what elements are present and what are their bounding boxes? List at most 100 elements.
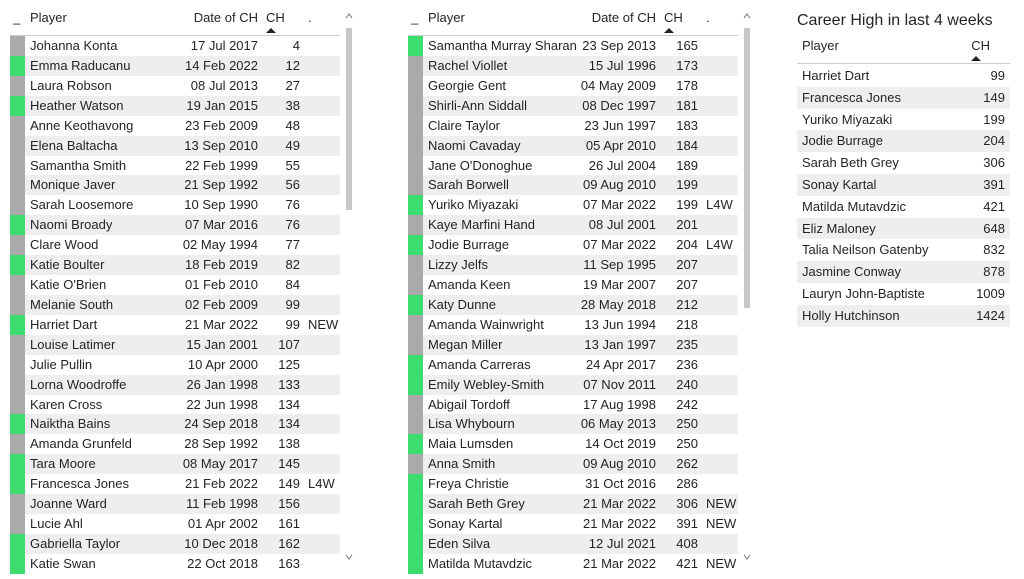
player-name: Anne Keothavong (30, 117, 134, 133)
player-name: Katie Boulter (30, 257, 105, 273)
player-name: Sonay Kartal (802, 177, 877, 192)
row-marker (408, 275, 423, 296)
career-high: 134 (278, 396, 300, 412)
date-of-ch: 14 Oct 2019 (585, 436, 656, 452)
player-name: Sarah Beth Grey (802, 155, 899, 171)
career-high: 27 (285, 77, 300, 93)
date-of-ch: 09 Aug 2010 (582, 456, 656, 472)
date-of-ch: 17 Aug 1998 (582, 396, 656, 412)
player-name: Georgie Gent (428, 77, 507, 93)
row-marker (408, 553, 423, 574)
career-high: 38 (285, 97, 300, 113)
row-marker (408, 95, 423, 116)
player-name: Emma Raducanu (30, 57, 131, 73)
player-name: Sarah Loosemore (30, 197, 134, 213)
career-high: 218 (676, 316, 698, 332)
row-marker (10, 275, 25, 296)
table-row (10, 553, 340, 574)
table-row (408, 374, 738, 395)
player-name: Claire Taylor (428, 117, 501, 133)
career-high: 82 (285, 257, 300, 273)
note: NEW (706, 496, 737, 512)
row-marker (10, 394, 25, 415)
career-high: 391 (983, 177, 1005, 192)
player-name: Sarah Beth Grey (428, 496, 525, 512)
date-of-ch: 19 Jan 2015 (186, 97, 258, 113)
date-of-ch: 15 Jul 1996 (588, 57, 656, 73)
career-high: 76 (285, 197, 300, 213)
row-marker (10, 553, 25, 574)
career-high: 306 (676, 496, 698, 512)
date-of-ch: 28 Sep 1992 (184, 436, 258, 452)
column-header: CH (971, 38, 990, 53)
date-of-ch: 18 Feb 2019 (184, 257, 258, 273)
date-of-ch: 21 Mar 2022 (583, 555, 656, 571)
player-name: Francesca Jones (802, 89, 901, 105)
date-of-ch: 13 Sep 2010 (184, 137, 258, 153)
table-row (408, 414, 738, 435)
career-high: 391 (676, 516, 698, 532)
career-high: 107 (278, 336, 300, 352)
player-name: Jodie Burrage (802, 133, 883, 149)
table-row (797, 108, 1010, 131)
career-high: 55 (285, 157, 300, 173)
career-high: 878 (983, 264, 1005, 280)
career-high: 149 (278, 476, 300, 492)
player-name: Yuriko Miyazaki (802, 111, 893, 127)
career-high: 648 (983, 220, 1005, 236)
player-name: Emily Webley-Smith (428, 376, 545, 392)
table-row (408, 534, 738, 554)
career-high: 77 (285, 237, 300, 253)
table-row (408, 55, 738, 76)
table-row (10, 235, 340, 256)
table-row (797, 152, 1010, 175)
player-name: Yuriko Miyazaki (428, 197, 519, 213)
note: NEW (706, 516, 737, 532)
career-high: 262 (676, 456, 698, 472)
date-of-ch: 08 Jul 2013 (190, 77, 258, 93)
table-row (10, 474, 340, 495)
row-marker (408, 394, 423, 415)
row-marker (408, 334, 423, 355)
player-name: Eden Silva (428, 536, 491, 551)
career-high: 421 (676, 555, 698, 571)
date-of-ch: 08 Jul 2001 (588, 217, 656, 233)
date-of-ch: 21 Mar 2022 (583, 496, 656, 512)
player-name: Lisa Whybourn (428, 416, 515, 432)
note: L4W (706, 237, 733, 253)
date-of-ch: 08 Dec 1997 (582, 97, 656, 113)
row-marker (10, 534, 25, 554)
date-of-ch: 07 Nov 2011 (583, 376, 656, 392)
career-high: 134 (278, 416, 300, 432)
table-row (10, 354, 340, 375)
row-marker (10, 374, 25, 395)
career-high: 236 (676, 356, 698, 372)
career-high: 49 (285, 137, 300, 153)
row-marker (408, 354, 423, 375)
date-of-ch: 23 Feb 2009 (184, 117, 258, 133)
row-marker (408, 494, 423, 515)
table-row (10, 334, 340, 355)
career-high: 235 (676, 336, 698, 352)
row-marker (408, 175, 423, 196)
date-of-ch: 01 Feb 2010 (184, 277, 258, 293)
row-marker (10, 175, 25, 196)
date-of-ch: 07 Mar 2016 (185, 217, 258, 233)
date-of-ch: 05 Apr 2010 (585, 137, 656, 153)
career-high: 250 (676, 436, 698, 452)
column-header: Player (30, 10, 67, 25)
career-high: 4 (292, 38, 300, 53)
player-name: Tara Moore (30, 456, 96, 472)
date-of-ch: 22 Oct 2018 (187, 555, 258, 571)
row-marker (10, 115, 25, 136)
column-header: _ (411, 10, 419, 25)
date-of-ch: 23 Jun 1997 (584, 117, 656, 133)
table-row (408, 474, 738, 495)
row-marker (408, 534, 423, 554)
table-row (408, 454, 738, 475)
player-name: Samantha Smith (30, 157, 127, 173)
column-header: Date of CH (591, 10, 656, 25)
note: NEW (706, 555, 737, 571)
player-name: Jasmine Conway (802, 264, 901, 280)
table-row (10, 55, 340, 76)
